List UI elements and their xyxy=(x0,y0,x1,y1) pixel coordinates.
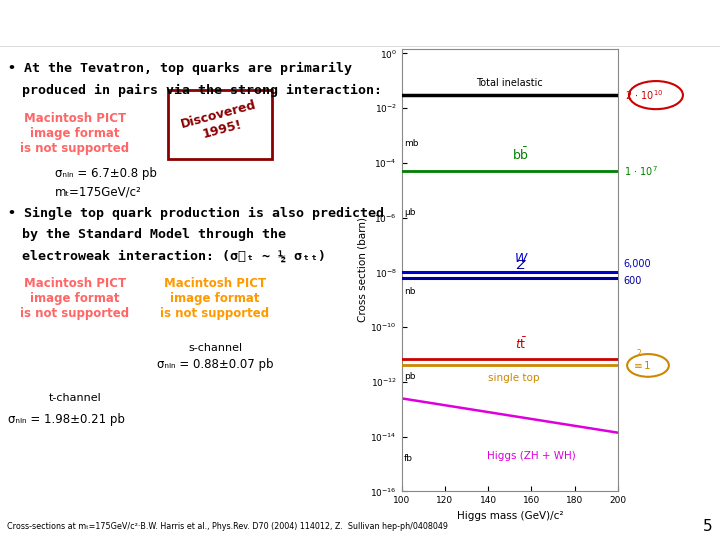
Text: • Single top quark production is also predicted: • Single top quark production is also pr… xyxy=(8,207,384,220)
Text: pb: pb xyxy=(404,372,415,381)
Text: b$\bar{\rm b}$: b$\bar{\rm b}$ xyxy=(512,146,529,163)
Text: fb: fb xyxy=(404,454,413,463)
Text: • At the Tevatron, top quarks are primarily: • At the Tevatron, top quarks are primar… xyxy=(8,62,352,75)
Text: by the Standard Model through the: by the Standard Model through the xyxy=(22,228,286,241)
Text: W: W xyxy=(514,252,527,266)
Text: σₙₗₙ = 0.88±0.07 pb: σₙₗₙ = 0.88±0.07 pb xyxy=(157,357,274,370)
Text: 600: 600 xyxy=(624,276,642,286)
Text: single top: single top xyxy=(488,373,540,382)
Text: $\equiv$1: $\equiv$1 xyxy=(631,360,651,372)
FancyBboxPatch shape xyxy=(168,90,272,159)
Text: mb: mb xyxy=(404,139,418,148)
Text: σₙₗₙ = 6.7±0.8 pb: σₙₗₙ = 6.7±0.8 pb xyxy=(55,167,157,180)
Text: produced in pairs via the strong interaction:: produced in pairs via the strong interac… xyxy=(22,84,382,97)
Text: Z: Z xyxy=(516,259,525,272)
Text: σₙₗₙ = 1.98±0.21 pb: σₙₗₙ = 1.98±0.21 pb xyxy=(8,413,125,426)
Text: Total inelastic: Total inelastic xyxy=(477,78,543,88)
Text: μb: μb xyxy=(404,208,415,217)
Text: 1 $\cdot$ 10$^7$: 1 $\cdot$ 10$^7$ xyxy=(624,164,657,178)
Text: t-channel: t-channel xyxy=(49,393,102,403)
Text: Discovered
1995!: Discovered 1995! xyxy=(179,98,261,146)
Text: Macintosh PICT
image format
is not supported: Macintosh PICT image format is not suppo… xyxy=(161,278,269,320)
Text: 6,000: 6,000 xyxy=(624,259,651,269)
Text: Cross-sections at mₜ=175GeV/c²·B.W. Harris et al., Phys.Rev. D70 (2004) 114012, : Cross-sections at mₜ=175GeV/c²·B.W. Harr… xyxy=(7,522,448,531)
Text: Higgs (ZH + WH): Higgs (ZH + WH) xyxy=(487,451,576,461)
Text: mₜ=175GeV/c²: mₜ=175GeV/c² xyxy=(55,185,142,198)
Text: Macintosh PICT
image format
is not supported: Macintosh PICT image format is not suppo… xyxy=(20,112,130,155)
Text: Top Production at the Tevatron: Top Production at the Tevatron xyxy=(166,12,554,34)
Text: 2: 2 xyxy=(636,349,641,358)
Text: nb: nb xyxy=(404,287,415,296)
Text: electroweak interaction: (σ₟ₜ ~ ½ σₜₜ): electroweak interaction: (σ₟ₜ ~ ½ σₜₜ) xyxy=(22,249,326,262)
Text: Macintosh PICT
image format
is not supported: Macintosh PICT image format is not suppo… xyxy=(20,278,130,320)
Text: 2 $\cdot$ 10$^{10}$: 2 $\cdot$ 10$^{10}$ xyxy=(625,88,663,102)
Text: 5: 5 xyxy=(703,519,713,534)
Y-axis label: Cross section (barn): Cross section (barn) xyxy=(358,218,368,322)
Text: t$\bar{\rm t}$: t$\bar{\rm t}$ xyxy=(515,336,526,352)
X-axis label: Higgs mass (GeV)/c²: Higgs mass (GeV)/c² xyxy=(456,511,563,521)
Text: s-channel: s-channel xyxy=(188,342,242,353)
